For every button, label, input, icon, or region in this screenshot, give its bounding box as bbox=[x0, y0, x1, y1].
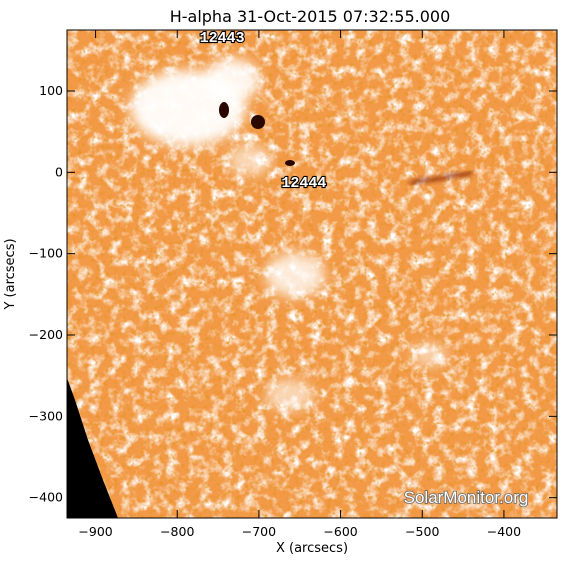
y-tick-label: 0 bbox=[55, 164, 63, 179]
active-region-labels: 12443 12444 bbox=[199, 30, 328, 193]
sunspot-small bbox=[285, 160, 295, 166]
y-tick-label: −100 bbox=[29, 246, 63, 261]
image-title: H-alpha 31-Oct-2015 07:32:55.000 bbox=[170, 7, 451, 26]
y-tick-label: −400 bbox=[29, 490, 63, 505]
region-label-12444: 12444 bbox=[281, 175, 326, 192]
x-tick-label: −800 bbox=[160, 524, 194, 539]
y-axis-label: Y (arcsecs) bbox=[3, 238, 18, 310]
filament bbox=[409, 170, 473, 186]
sunspot-leading bbox=[219, 102, 229, 118]
plot-frame bbox=[66, 29, 558, 519]
space-off-limb bbox=[67, 378, 118, 518]
y-tick-label: 100 bbox=[39, 83, 63, 98]
x-tick-label: −700 bbox=[242, 524, 276, 539]
region-label-12443: 12443 bbox=[200, 30, 245, 47]
y-axis-ticks: 100 0 −100 −200 −300 −400 bbox=[29, 83, 557, 505]
watermark: SolarMonitor.org bbox=[404, 488, 529, 507]
plage-regions bbox=[130, 58, 448, 411]
sunspot-following bbox=[251, 115, 265, 129]
x-axis-ticks: −900 −800 −700 −600 −500 −400 bbox=[78, 30, 521, 539]
x-tick-label: −500 bbox=[405, 524, 439, 539]
y-tick-label: −300 bbox=[29, 408, 63, 423]
solar-image: 12443 12444 SolarMonitor.org bbox=[67, 30, 557, 518]
x-tick-label: −600 bbox=[323, 524, 357, 539]
x-axis-label: X (arcsecs) bbox=[276, 541, 348, 556]
x-tick-label: −900 bbox=[78, 524, 112, 539]
y-tick-label: −200 bbox=[29, 327, 63, 342]
x-tick-label: −400 bbox=[487, 524, 521, 539]
sunspots bbox=[219, 102, 473, 186]
